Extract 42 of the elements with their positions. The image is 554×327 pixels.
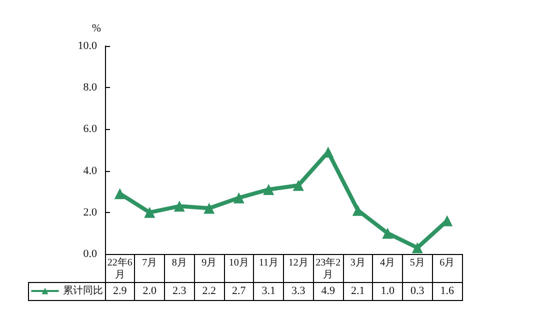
y-tick-label: 0.0 xyxy=(83,248,98,260)
point xyxy=(382,228,394,239)
data-label: 3.3 xyxy=(292,285,306,297)
data-label: 1.6 xyxy=(440,285,454,297)
x-tick-label: 6月 xyxy=(440,258,455,268)
point xyxy=(412,242,423,254)
x-tick-label: 9月 xyxy=(202,258,217,268)
legend-label: 累计同比 xyxy=(63,284,103,296)
x-tick-label: 23年2月 xyxy=(316,256,341,280)
data-label: 2.7 xyxy=(232,285,246,297)
x-tick-label: 8月 xyxy=(172,258,187,268)
x-tick-label: 12月 xyxy=(288,258,308,268)
point xyxy=(114,188,126,200)
data-label: 2.2 xyxy=(202,285,216,297)
y-tick-label: 6.0 xyxy=(83,123,98,136)
data-label: 2.0 xyxy=(142,285,157,297)
y-tick-label: 4.0 xyxy=(83,164,98,177)
x-tick-label: 3月 xyxy=(350,258,366,268)
x-tick-label: 22年6月 xyxy=(107,256,132,280)
data-label: 4.9 xyxy=(321,285,336,297)
x-tick-label: 10月 xyxy=(228,258,249,268)
y-tick-label: 10.0 xyxy=(78,40,98,52)
x-tick-label: 4月 xyxy=(380,258,396,268)
x-tick-label: 5月 xyxy=(410,258,425,268)
data-label: 2.3 xyxy=(172,285,187,297)
data-label: 0.3 xyxy=(410,285,425,297)
point xyxy=(204,202,215,214)
point xyxy=(174,200,185,212)
data-label: 3.1 xyxy=(262,285,276,297)
data-label: 1.0 xyxy=(380,285,395,297)
point xyxy=(292,180,304,191)
data-label: 2.9 xyxy=(113,285,128,297)
point xyxy=(233,192,244,204)
y-axis-title: % xyxy=(92,22,101,34)
point xyxy=(352,204,364,216)
data-label: 2.1 xyxy=(351,285,365,297)
y-tick-label: 2.0 xyxy=(83,206,98,218)
x-tick-label: 11月 xyxy=(258,258,278,268)
x-tick-label: 7月 xyxy=(142,258,158,268)
y-tick-label: 8.0 xyxy=(83,82,98,94)
point xyxy=(263,184,274,196)
point xyxy=(144,206,156,218)
